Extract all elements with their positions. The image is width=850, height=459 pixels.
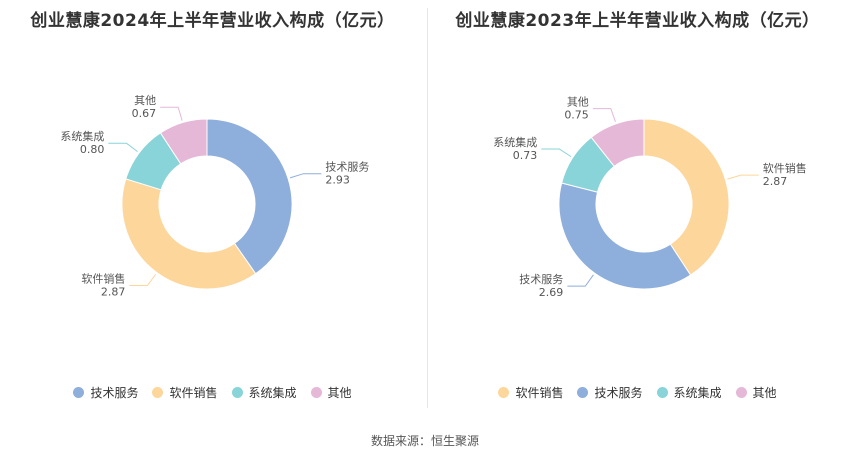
chart-title: 创业慧康2024年上半年营业收入构成（亿元）	[30, 11, 395, 31]
slice-label: 软件销售	[81, 272, 125, 286]
label-leader-line	[541, 148, 572, 158]
slice-label: 其他	[134, 94, 156, 107]
chart-panel-2024: 创业慧康2024年上半年营业收入构成（亿元） 技术服务 2.93 软件销售 2.87 系…	[0, 0, 425, 420]
legend-label: 技术服务	[90, 386, 139, 400]
slice-value: 2.93	[325, 174, 350, 187]
donut-slice	[590, 118, 645, 168]
legend-marker	[656, 387, 668, 398]
legend-marker	[231, 387, 243, 398]
slice-value: 0.80	[80, 143, 105, 156]
label-leader-line	[727, 174, 759, 180]
legend-label: 技术服务	[594, 386, 643, 400]
slice-label: 系统集成	[493, 135, 537, 149]
legend-marker	[310, 387, 322, 398]
legend-label: 其他	[752, 386, 777, 400]
slice-label: 技术服务	[519, 273, 563, 286]
legend-item[interactable]: 技术服务	[73, 384, 138, 401]
legend-label: 软件销售	[169, 386, 218, 400]
donut-slice	[558, 182, 692, 290]
slice-label: 软件销售	[763, 161, 807, 175]
slice-value: 0.75	[564, 109, 589, 122]
legend-marker	[735, 387, 747, 398]
donut-slice	[643, 118, 730, 276]
legend-label: 系统集成	[248, 386, 297, 400]
panel-divider	[427, 8, 428, 408]
legend-marker	[73, 387, 85, 398]
donut-slice	[206, 118, 293, 275]
label-leader-line	[289, 173, 322, 179]
slice-value: 0.73	[513, 149, 538, 162]
legend-item[interactable]: 系统集成	[656, 384, 722, 401]
slice-value: 2.87	[763, 175, 788, 188]
label-leader-line	[108, 142, 138, 153]
donut-slice	[121, 178, 257, 290]
legend-marker	[577, 387, 589, 398]
chart-legend: 软件销售 技术服务 系统集成 其他	[425, 384, 850, 401]
slice-label: 系统集成	[60, 129, 104, 143]
legend-item[interactable]: 其他	[310, 384, 352, 401]
label-leader-line	[129, 273, 157, 287]
chart-panel-2023: 创业慧康2023年上半年营业收入构成（亿元） 软件销售 2.87 技术服务 2.69 系…	[425, 0, 850, 420]
slice-value: 2.69	[539, 286, 564, 299]
chart-legend: 技术服务 软件销售 系统集成 其他	[0, 384, 425, 401]
legend-item[interactable]: 软件销售	[498, 384, 563, 401]
source-note: 数据来源：恒生聚源	[370, 434, 479, 448]
legend-label: 软件销售	[515, 386, 564, 400]
slice-label: 其他	[567, 96, 589, 109]
legend-item[interactable]: 软件销售	[152, 384, 218, 401]
legend-label: 其他	[327, 386, 352, 400]
label-leader-line	[592, 108, 616, 122]
legend-label: 系统集成	[673, 386, 722, 400]
slice-label: 技术服务	[325, 161, 369, 174]
legend-marker	[498, 387, 510, 398]
slice-value: 2.87	[101, 286, 126, 299]
legend-item[interactable]: 技术服务	[577, 384, 643, 401]
label-leader-line	[567, 274, 594, 287]
legend-item[interactable]: 系统集成	[231, 384, 297, 401]
legend-marker	[152, 387, 164, 398]
slice-value: 0.67	[132, 107, 157, 120]
legend-item[interactable]: 其他	[735, 384, 777, 401]
donut-slice	[159, 118, 208, 165]
label-leader-line	[160, 106, 183, 121]
chart-title: 创业慧康2023年上半年营业收入构成（亿元）	[455, 11, 820, 31]
